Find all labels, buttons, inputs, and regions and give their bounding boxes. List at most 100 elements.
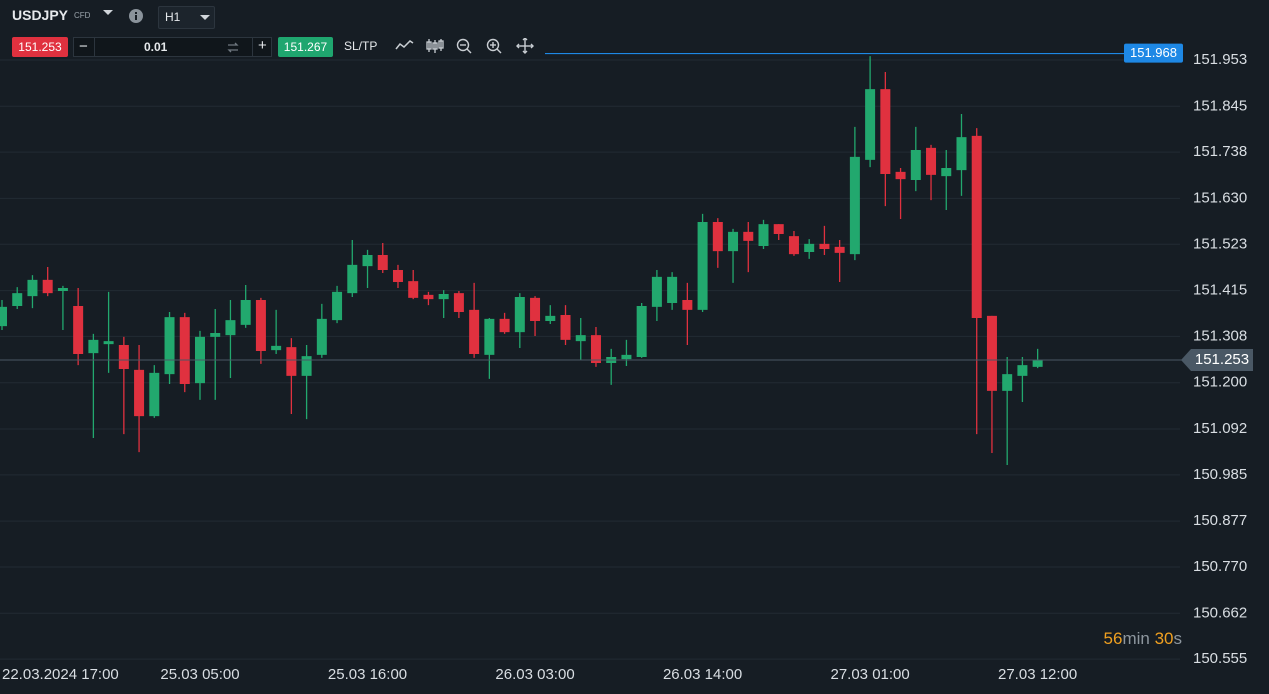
- candle-body: [941, 168, 952, 177]
- x-tick-label: 27.03 01:00: [830, 666, 909, 683]
- candle-body: [332, 291, 343, 321]
- timeframe: H1: [165, 10, 181, 24]
- sell-button[interactable]: 151.253: [12, 37, 68, 57]
- candle-body: [103, 341, 114, 345]
- candle-body: [271, 345, 282, 351]
- candle-body: [301, 356, 312, 376]
- divider: [94, 38, 95, 56]
- price-label: 151.968: [1130, 45, 1177, 60]
- candle-body: [804, 243, 815, 252]
- buy-button[interactable]: 151.267: [278, 37, 333, 57]
- y-tick-label: 150.985: [1193, 466, 1247, 483]
- candle-body: [210, 333, 221, 337]
- candle-body: [530, 297, 541, 321]
- candle-body: [728, 231, 739, 252]
- candle-body: [575, 335, 586, 342]
- line-chart-icon[interactable]: [395, 40, 414, 50]
- candle-body: [621, 354, 632, 360]
- y-tick-label: 151.092: [1193, 420, 1247, 437]
- y-tick-label: 150.555: [1193, 650, 1247, 667]
- candle-body: [27, 279, 38, 297]
- candle-body: [469, 309, 480, 354]
- candle-body: [73, 306, 84, 354]
- price-label-bg: [1124, 43, 1183, 63]
- symbol[interactable]: USDJPY: [12, 7, 69, 23]
- candle-body: [179, 317, 190, 384]
- candle-body: [423, 294, 434, 300]
- candle-body: [819, 243, 830, 249]
- candle-body: [651, 276, 662, 307]
- x-tick-label: 25.03 16:00: [328, 666, 407, 683]
- y-tick-label: 151.953: [1193, 51, 1247, 68]
- candle-body: [164, 317, 175, 375]
- candle-body: [149, 372, 160, 417]
- y-tick-label: 151.523: [1193, 235, 1247, 252]
- candle-body: [880, 89, 891, 174]
- countdown-minutes: 56: [1103, 629, 1123, 648]
- candle-body: [240, 300, 251, 325]
- candle-body: [895, 171, 906, 180]
- candle-body: [956, 137, 967, 171]
- zoom-in-icon[interactable]: [486, 38, 502, 54]
- candle-body: [88, 339, 99, 354]
- candle-body: [347, 264, 358, 294]
- swap-icon[interactable]: [226, 42, 240, 53]
- y-tick-label: 151.415: [1193, 282, 1247, 299]
- candle-body: [255, 300, 266, 351]
- lot-size[interactable]: 0.01: [144, 40, 168, 54]
- candle-chart-icon[interactable]: [426, 39, 444, 53]
- symbol-dropdown[interactable]: [102, 9, 114, 17]
- x-tick-label: 25.03 05:00: [160, 666, 239, 683]
- candle-body: [362, 255, 373, 267]
- candle-body: [926, 147, 937, 175]
- candle-body: [788, 236, 799, 255]
- candle-body: [42, 279, 53, 294]
- candle-body: [514, 297, 525, 333]
- candle-body: [697, 222, 708, 310]
- countdown-seconds: 30: [1154, 629, 1174, 648]
- sl-tp-button[interactable]: SL/TP: [344, 39, 378, 53]
- lot-increase[interactable]: +: [258, 37, 267, 54]
- candle-body: [545, 315, 556, 321]
- candle-body: [438, 294, 449, 300]
- y-tick-label: 151.738: [1193, 143, 1247, 160]
- x-tick-label: 27.03 12:00: [998, 666, 1077, 683]
- countdown-seconds-unit: s: [1173, 629, 1183, 648]
- candle-body: [316, 318, 327, 355]
- symbol-kind: CFD: [74, 11, 91, 20]
- candle-body: [134, 369, 145, 417]
- candle-body: [590, 335, 601, 363]
- candle-body: [12, 293, 23, 306]
- candle-body: [1017, 365, 1028, 376]
- candle-body: [408, 281, 419, 298]
- candle-body: [484, 318, 495, 355]
- candle-body: [743, 231, 754, 241]
- info-icon[interactable]: [128, 8, 144, 24]
- candle-body: [377, 255, 388, 270]
- y-tick-label: 150.770: [1193, 558, 1247, 575]
- divider: [252, 38, 253, 56]
- candle-body: [560, 315, 571, 340]
- candle-body: [971, 135, 982, 318]
- candle-body: [865, 89, 876, 160]
- candle-countdown: 56min 30s: [1104, 629, 1182, 649]
- candle-body: [453, 293, 464, 312]
- timeframe-select[interactable]: H1: [158, 6, 215, 29]
- candle-body: [682, 300, 693, 310]
- timeframe-dropdown: [200, 15, 210, 20]
- x-tick-label: 26.03 03:00: [495, 666, 574, 683]
- candle-body: [986, 315, 997, 391]
- price-label: 151.253: [1195, 351, 1249, 368]
- y-tick-label: 151.308: [1193, 327, 1247, 344]
- candle-body: [773, 224, 784, 234]
- y-tick-label: 150.877: [1193, 512, 1247, 529]
- pan-icon[interactable]: [516, 38, 534, 54]
- lot-decrease[interactable]: −: [79, 38, 88, 55]
- x-tick-label: 26.03 14:00: [663, 666, 742, 683]
- candle-body: [499, 318, 510, 333]
- candle-body: [1032, 360, 1043, 367]
- candle-body: [286, 347, 297, 376]
- zoom-out-icon[interactable]: [456, 38, 472, 54]
